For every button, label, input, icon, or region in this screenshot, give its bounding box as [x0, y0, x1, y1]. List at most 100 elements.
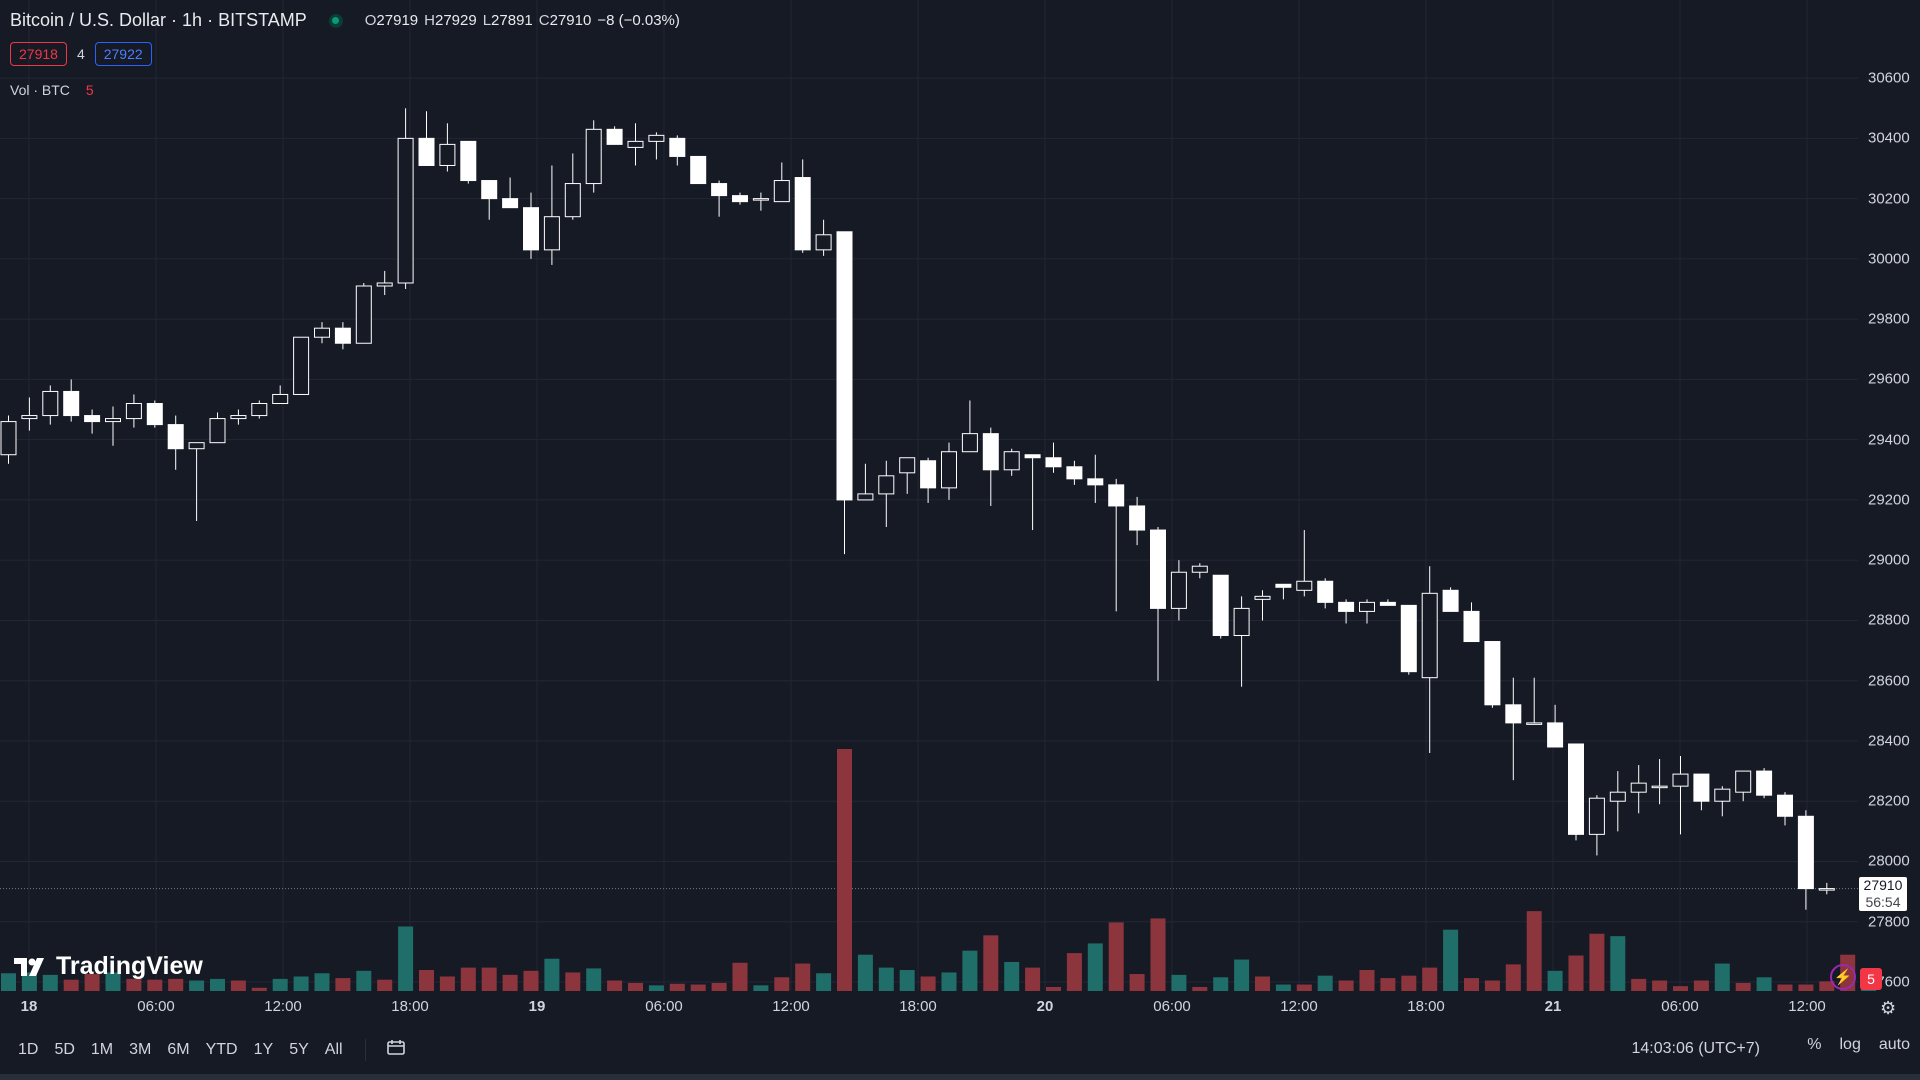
candle-body	[1359, 601, 1375, 612]
volume-bar	[607, 980, 623, 991]
candle	[1359, 599, 1375, 624]
volume-bar	[1, 973, 16, 991]
candle	[690, 155, 707, 185]
auto-scale-button[interactable]: auto	[1878, 1036, 1910, 1053]
candle-body	[752, 198, 769, 201]
tradingview-logo[interactable]: TradingView	[14, 952, 203, 981]
candle	[1317, 578, 1334, 609]
candle	[773, 162, 790, 203]
y-tick-label: 29800	[1868, 310, 1910, 328]
candle	[1777, 792, 1793, 826]
candle	[920, 457, 937, 503]
clock-timezone[interactable]: 14:03:06 (UTC+7)	[1631, 1040, 1760, 1057]
candle-body	[899, 457, 916, 474]
candle	[1630, 765, 1647, 814]
volume-bar	[1422, 967, 1438, 991]
candle-body	[794, 177, 811, 251]
range-button-5y[interactable]: 5Y	[289, 1041, 309, 1058]
volume-bar	[774, 977, 790, 991]
candle	[84, 409, 101, 434]
candle	[272, 385, 289, 405]
gear-icon[interactable]: ⚙	[1880, 998, 1897, 1018]
volume-bar	[899, 970, 915, 991]
candle	[251, 400, 268, 419]
candle-body	[1275, 583, 1292, 588]
candle	[418, 111, 435, 166]
range-button-6m[interactable]: 6M	[167, 1041, 190, 1058]
candle	[397, 108, 414, 290]
alert-count-badge[interactable]: 5	[1860, 968, 1882, 990]
range-button-1m[interactable]: 1M	[90, 1041, 114, 1058]
candle-body	[606, 128, 623, 145]
candle	[543, 165, 560, 265]
sell-button[interactable]: 27918	[10, 42, 67, 66]
range-button-1y[interactable]: 1Y	[253, 1041, 274, 1058]
candle-body	[1400, 604, 1417, 673]
symbol-title[interactable]: Bitcoin / U.S. Dollar · 1h · BITSTAMP	[10, 10, 307, 30]
x-tick-label: 12:00	[1788, 998, 1826, 1015]
candle	[1170, 560, 1187, 621]
volume-bar	[1066, 953, 1082, 991]
scrollbar[interactable]	[0, 1074, 1920, 1080]
candle	[941, 442, 957, 500]
lightning-icon[interactable]: ⚡	[1830, 964, 1856, 990]
percent-scale-button[interactable]: %	[1807, 1036, 1822, 1053]
candle-body	[209, 418, 226, 444]
candle	[1421, 566, 1438, 754]
bottom-toolbar: 1D 5D 1M 3M 6M YTD 1Y 5Y All 14:03:06 (UTC+7) % …	[0, 1030, 1920, 1070]
volume-bar	[126, 978, 142, 991]
range-button-5d[interactable]: 5D	[54, 1041, 75, 1058]
volume-bar	[1150, 918, 1166, 991]
candle-body	[836, 231, 853, 501]
volume-bar	[293, 976, 309, 991]
candle	[105, 406, 121, 446]
candle-body	[941, 451, 957, 489]
volume-bar	[1505, 964, 1521, 991]
volume-bar	[1234, 959, 1250, 991]
range-button-all[interactable]: All	[324, 1041, 343, 1058]
x-tick-label: 12:00	[264, 998, 302, 1015]
volume-bar	[1714, 963, 1730, 991]
range-button-3m[interactable]: 3M	[129, 1041, 152, 1058]
candle-body	[815, 234, 832, 251]
market-status-icon[interactable]	[328, 13, 343, 28]
volume-bar	[1777, 984, 1793, 991]
volume-bar	[419, 970, 434, 991]
volume-bar	[628, 982, 643, 991]
candle	[1400, 604, 1417, 675]
volume-bar	[1798, 984, 1814, 991]
volume-bar	[1652, 980, 1668, 991]
x-tick-label: 21	[1544, 998, 1562, 1015]
log-scale-button[interactable]: log	[1839, 1036, 1861, 1053]
candle-body	[105, 418, 121, 423]
candle-body	[669, 137, 686, 157]
candle-body	[1296, 580, 1313, 591]
volume-bar	[1275, 984, 1291, 991]
candlesticks	[0, 108, 1835, 910]
candle-body	[1505, 704, 1522, 724]
candle-body	[1609, 791, 1626, 802]
candle	[355, 282, 372, 344]
range-button-ytd[interactable]: YTD	[205, 1041, 238, 1058]
buy-button[interactable]: 27922	[94, 42, 152, 66]
volume-bar	[21, 972, 37, 991]
candle	[1651, 759, 1668, 805]
candle-body	[146, 403, 163, 426]
candle-body	[334, 327, 351, 344]
volume-bar	[1380, 978, 1396, 991]
candle-body	[1463, 610, 1480, 643]
volume-bar	[1338, 980, 1354, 991]
volume-legend[interactable]: Vol · BTC 5	[10, 82, 94, 98]
volume-bar	[481, 967, 497, 991]
x-tick-label: 20	[1036, 998, 1054, 1015]
volume-bar	[983, 935, 999, 991]
range-button-1d[interactable]: 1D	[18, 1041, 39, 1058]
go-to-date-icon[interactable]	[380, 1035, 412, 1066]
candle	[857, 463, 874, 501]
candle-body	[1651, 785, 1668, 789]
volume-bar	[1129, 974, 1145, 991]
volume-bar	[920, 976, 936, 991]
candle	[314, 322, 330, 344]
volume-bar	[1735, 982, 1751, 991]
